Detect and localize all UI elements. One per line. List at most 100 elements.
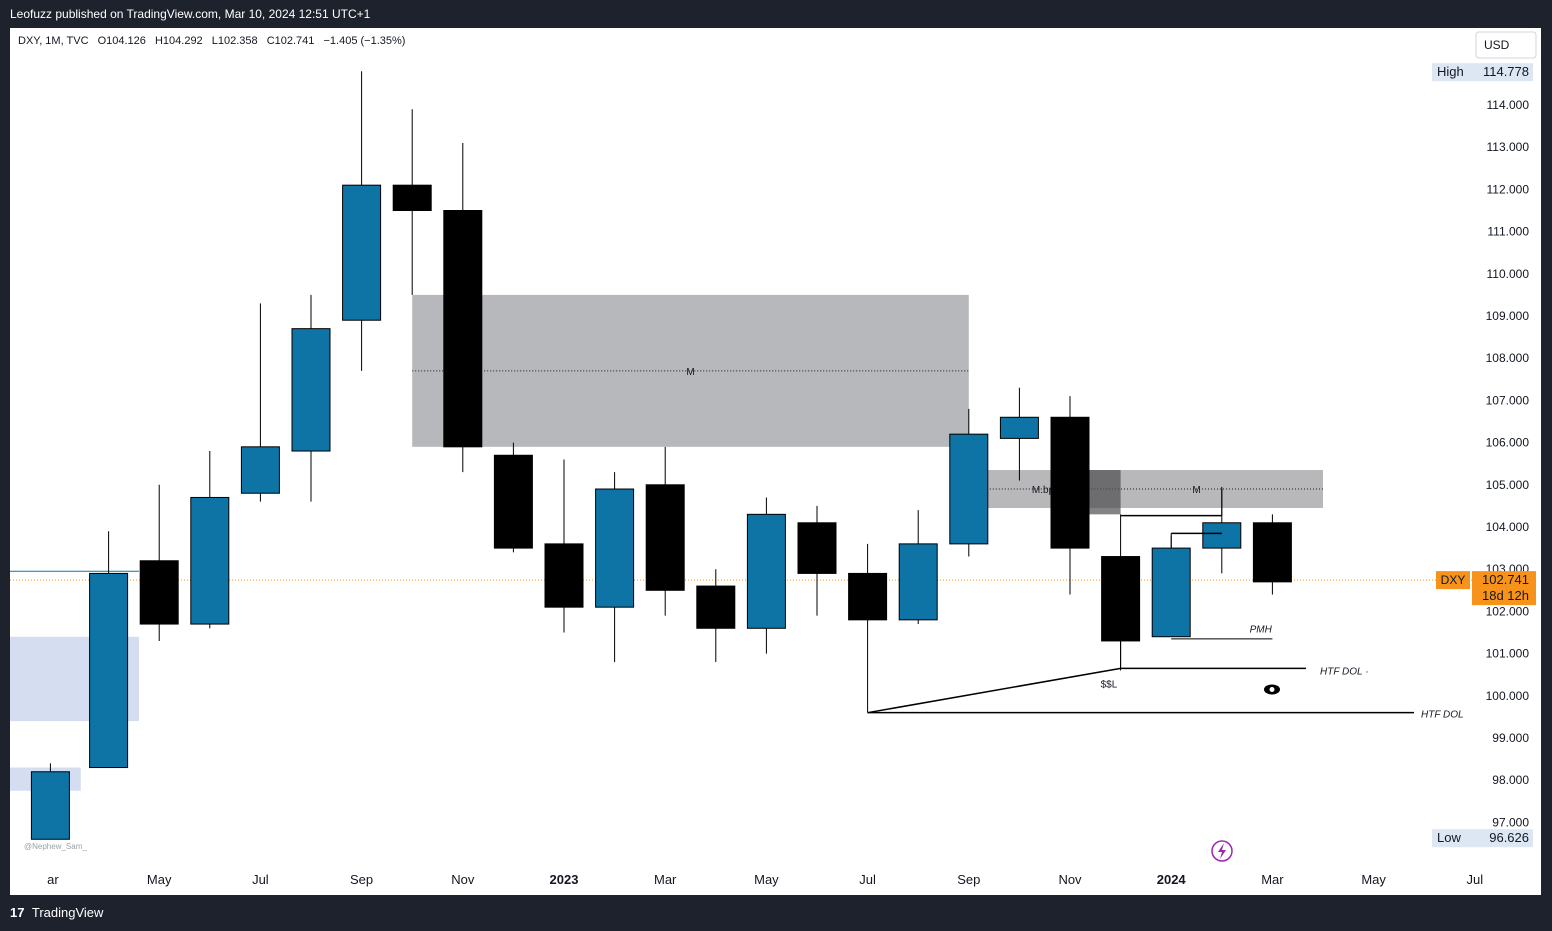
time-tick-4: Nov [451,872,475,887]
candle-body [898,543,938,621]
candle-body [797,522,837,574]
candle-2022-08 [291,294,331,502]
candle-2023-02 [595,472,635,663]
candle-body [1151,547,1191,638]
time-tick-12: Mar [1261,872,1284,887]
last-price-countdown: 18d 12h [1482,588,1529,603]
candle-2023-11 [1050,396,1090,595]
candle-body [190,496,230,625]
candle-body [291,328,331,452]
candle-2023-09 [949,408,989,557]
last-price-value: 102.741 [1482,572,1529,587]
time-tick-8: Jul [859,872,876,887]
candle-2023-05 [746,497,786,654]
candle-body [645,484,685,591]
candle-body [544,543,584,608]
time-tick-7: May [754,872,779,887]
publish-header: Leofuzz published on TradingView.com, Ma… [0,0,1552,28]
candle-2022-02 [30,763,70,840]
price-tick-1: 98.000 [1492,773,1529,787]
price-chart[interactable]: M M.bpr M $$L PMH HTF DOL · HTF DOL 97.000 98.… [10,28,1541,895]
price-tick-9: 106.000 [1486,436,1530,450]
chart-panel[interactable]: M M.bpr M $$L PMH HTF DOL · HTF DOL 97.000 98.… [10,28,1541,895]
candle-2022-11 [443,142,483,473]
price-tick-16: 113.000 [1487,140,1530,154]
price-tick-17: 114.000 [1487,98,1530,112]
candle-2023-10 [999,387,1039,481]
candle-body [696,585,736,629]
zone-mid-label-1: M.bpr [1032,485,1058,496]
candle-body [746,513,786,629]
last-price-symbol-bg [1436,571,1470,590]
candle-body [443,210,483,448]
candle-2023-06 [797,505,837,616]
candle-2024-03 [1252,514,1292,595]
zone-mid-label-0: M [686,367,694,378]
candle-body [392,184,432,211]
high-label-tag: High [1437,64,1464,79]
low-label-tag: Low [1437,830,1461,845]
candle-body [949,433,989,545]
low-label-value: 96.626 [1489,830,1529,845]
legend-change: −1.405 (−1.35%) [323,35,405,47]
candle-2022-06 [190,451,230,629]
candle-body [342,184,382,321]
time-tick-11: 2024 [1157,872,1187,887]
tradingview-logo-icon: 17 [10,905,25,920]
price-tick-13: 110.000 [1487,267,1530,281]
time-tick-10: Nov [1058,872,1082,887]
legend-high: H104.292 [155,35,203,47]
candle-body [493,454,533,549]
candle-2024-01 [1151,535,1191,638]
low-label-bg [1432,829,1533,848]
legend-open: O104.126 [98,35,146,47]
candle-2022-09 [342,71,382,371]
price-tick-5: 102.000 [1486,604,1530,618]
price-tick-0: 97.000 [1492,815,1529,829]
candle-2023-03 [645,446,685,616]
candle-body [1101,556,1141,642]
candle-2023-12 [1101,514,1141,671]
eye-icon [1264,684,1280,695]
zone-mid-label-2: M [1192,485,1200,496]
watermark-text: @Nephew_Sam_ [24,842,87,851]
price-tick-7: 104.000 [1486,520,1530,534]
price-tick-15: 112.000 [1487,182,1530,196]
time-tick-6: Mar [654,872,677,887]
candle-2023-04 [696,569,736,663]
last-price-symbol: DXY [1441,573,1466,587]
time-tick-3: Sep [350,872,373,887]
time-tick-14: Jul [1466,872,1483,887]
price-tick-11: 108.000 [1486,351,1530,365]
candle-2022-12 [493,442,533,553]
high-label-value: 114.778 [1483,64,1529,79]
candle-2023-01 [544,459,584,633]
legend-close: C102.741 [267,35,315,47]
footer-brand: TradingView [31,905,104,920]
lightning-icon[interactable] [1211,840,1233,862]
time-tick-9: Sep [957,872,980,887]
candle-body [1050,416,1090,549]
zone-0 [412,294,969,447]
candle-body [595,488,635,608]
legend-symbol: DXY, 1M, TVC [18,35,89,47]
candle-body [1252,522,1292,583]
time-tick-1: May [147,872,172,887]
ohlc-legend: DXY, 1M, TVC O104.126 H104.292 L102.358 … [18,35,405,47]
candle-2022-04 [89,531,129,769]
price-tick-2: 99.000 [1492,731,1529,745]
candle-body [30,771,70,840]
price-tick-12: 109.000 [1486,309,1530,323]
htf-dol-upper-label: HTF DOL · [1320,667,1369,678]
price-tick-4: 101.000 [1486,647,1530,661]
price-tick-14: 111.000 [1487,225,1529,239]
candle-body [1202,522,1242,549]
candle-2022-10 [392,109,432,295]
ssl-label: $$L [1101,679,1118,690]
time-tick-0: ar [47,872,59,887]
candle-body [240,446,280,494]
candle-2023-08 [898,510,938,625]
currency-button[interactable]: USD [1475,31,1537,59]
publish-line: Leofuzz published on TradingView.com, Ma… [10,7,371,21]
